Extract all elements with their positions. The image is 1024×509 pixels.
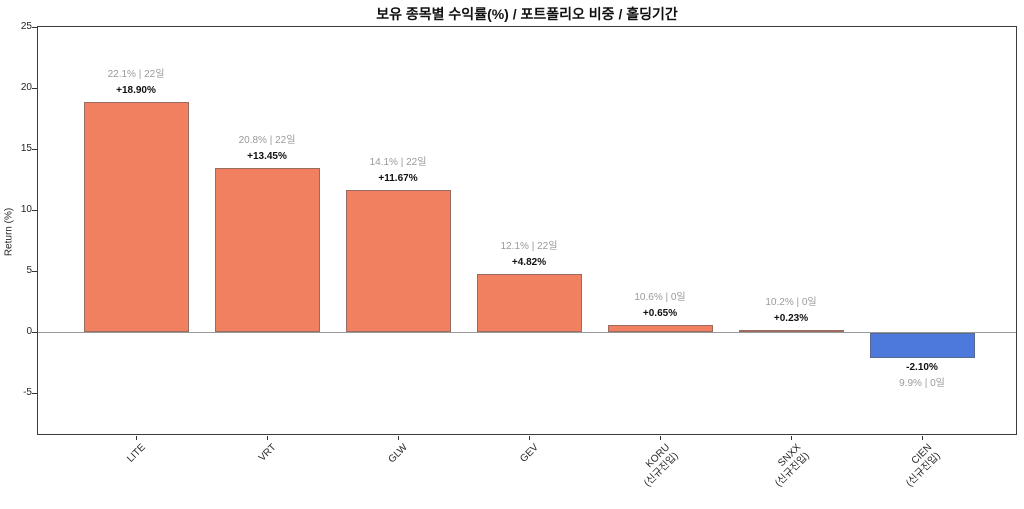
bar: [346, 190, 451, 332]
zero-line: [38, 332, 1016, 333]
bar: [84, 102, 189, 332]
x-tick-label: KORU (신규진입): [633, 442, 680, 489]
x-tick-label-line: VRT: [256, 442, 279, 464]
x-tick-label: GEV: [518, 442, 541, 465]
y-tick-mark: [32, 210, 37, 211]
x-tick-mark: [398, 436, 399, 440]
x-tick-mark: [660, 436, 661, 440]
y-tick-label: -5: [23, 387, 32, 398]
y-tick-mark: [32, 393, 37, 394]
bar-value-label: +18.90%: [116, 85, 156, 96]
x-tick-mark: [791, 436, 792, 440]
x-tick-mark: [529, 436, 530, 440]
bar: [608, 325, 713, 332]
y-tick-label: 25: [20, 21, 32, 32]
x-tick-label: SNXX (신규진입): [764, 442, 811, 489]
x-tick-label-line: LITE: [125, 442, 148, 465]
bar-info-label: 10.6% | 0일: [634, 292, 686, 303]
x-tick-label: LITE: [125, 442, 148, 465]
x-tick-label: CIEN (신규진입): [895, 442, 942, 489]
x-tick-label-line: GEV: [518, 442, 541, 465]
bar: [215, 168, 320, 332]
bar-info-label: 10.2% | 0일: [765, 297, 817, 308]
y-tick-mark: [32, 149, 37, 150]
bar: [739, 330, 844, 332]
x-tick-mark: [922, 436, 923, 440]
bar-value-label: +11.67%: [378, 173, 418, 184]
bar: [870, 333, 975, 358]
y-tick-mark: [32, 88, 37, 89]
x-tick-label-line: GLW: [386, 442, 410, 466]
y-tick-mark: [32, 27, 37, 28]
y-tick-label: 20: [20, 82, 32, 93]
y-tick-mark: [32, 271, 37, 272]
x-tick-label: GLW: [386, 442, 410, 466]
bar-info-label: 9.9% | 0일: [899, 378, 945, 389]
bar-value-label: +0.23%: [773, 313, 809, 324]
plot-area: [37, 26, 1017, 435]
bar: [477, 274, 582, 332]
bar-info-label: 22.1% | 22일: [107, 69, 165, 80]
x-tick-mark: [267, 436, 268, 440]
y-tick-mark: [32, 332, 37, 333]
bar-info-label: 20.8% | 22일: [238, 135, 296, 146]
y-tick-label: 0: [26, 326, 32, 337]
y-tick-label: 5: [26, 265, 32, 276]
bar-value-label: +4.82%: [511, 257, 547, 268]
bar-info-label: 14.1% | 22일: [369, 157, 427, 168]
y-tick-label: 10: [20, 204, 32, 215]
bar-value-label: -2.10%: [906, 362, 938, 373]
bar-value-label: +13.45%: [247, 151, 287, 162]
x-tick-label: VRT: [257, 442, 279, 464]
x-tick-mark: [136, 436, 137, 440]
bar-info-label: 12.1% | 22일: [500, 241, 558, 252]
bar-value-label: +0.65%: [642, 308, 678, 319]
y-tick-label: 15: [20, 143, 32, 154]
chart-title: 보유 종목별 수익률(%) / 포트폴리오 비중 / 홀딩기간: [376, 6, 678, 22]
